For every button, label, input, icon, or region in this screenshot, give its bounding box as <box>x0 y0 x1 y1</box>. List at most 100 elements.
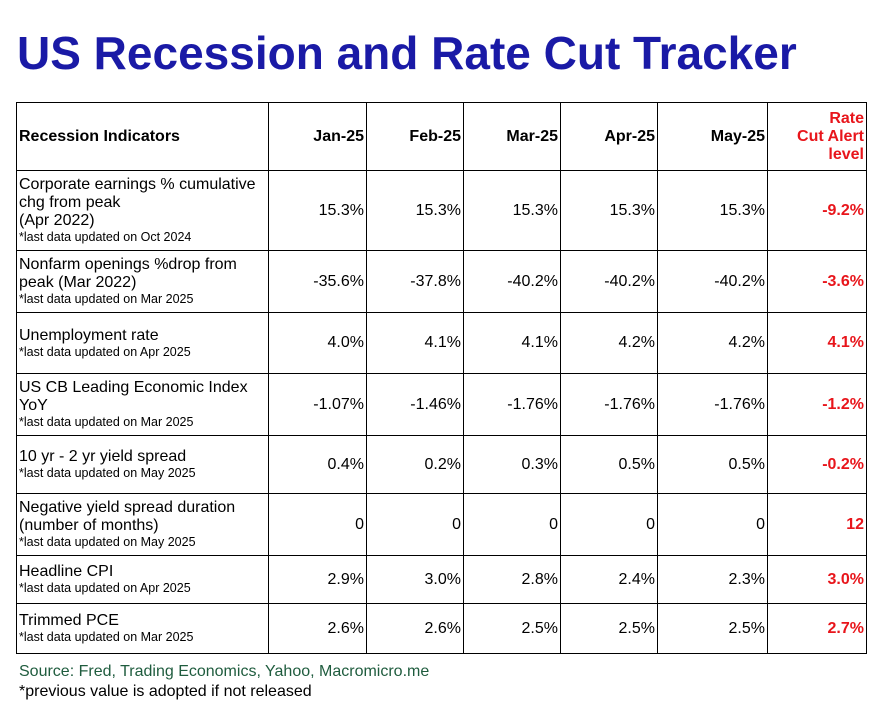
monthly-value-cell: 4.1% <box>366 312 464 374</box>
last-updated-note: *last data updated on May 2025 <box>19 466 196 480</box>
indicator-name: Negative yield spread duration <box>19 499 236 516</box>
indicator-name: Trimmed PCE <box>19 612 119 629</box>
table-header-row: Recession Indicators Jan-25 Feb-25 Mar-2… <box>16 102 867 171</box>
footnote: *previous value is adopted if not releas… <box>19 683 312 700</box>
table-row: Corporate earnings % cumulative chg from … <box>16 170 867 251</box>
monthly-value-cell: 4.0% <box>268 312 367 374</box>
monthly-value-cell: 3.0% <box>366 555 464 604</box>
last-updated-note: *last data updated on Mar 2025 <box>19 630 194 644</box>
last-updated-note: *last data updated on Mar 2025 <box>19 415 194 429</box>
monthly-value-cell: 2.8% <box>463 555 561 604</box>
table-row: US CB Leading Economic Index YoY *last dat… <box>16 373 867 436</box>
month-column-header: Apr-25 <box>560 102 658 171</box>
source-note: Source: Fred, Trading Economics, Yahoo, … <box>19 663 430 680</box>
alert-level-column-header: Rate Cut Alert level <box>767 102 867 171</box>
alert-level-cell: 3.0% <box>767 555 867 604</box>
indicator-name: (number of months) <box>19 517 159 534</box>
last-updated-note: *last data updated on May 2025 <box>19 535 196 549</box>
indicator-name: 10 yr - 2 yr yield spread <box>19 448 187 465</box>
monthly-value-cell: 0.3% <box>463 435 561 494</box>
monthly-value-cell: -40.2% <box>657 250 768 313</box>
monthly-value-cell: 4.2% <box>560 312 658 374</box>
page-title: US Recession and Rate Cut Tracker <box>17 27 797 79</box>
monthly-value-cell: -1.76% <box>463 373 561 436</box>
table-row: Unemployment rate *last data updated on A… <box>16 312 867 374</box>
monthly-value-cell: 0.5% <box>657 435 768 494</box>
alert-level-cell: 12 <box>767 493 867 556</box>
indicator-label-cell: Nonfarm openings %drop from peak (Mar 202… <box>16 250 269 313</box>
monthly-value-cell: -37.8% <box>366 250 464 313</box>
indicator-label-cell: Negative yield spread duration (number of… <box>16 493 269 556</box>
indicator-label-cell: 10 yr - 2 yr yield spread *last data upda… <box>16 435 269 494</box>
month-column-header: Feb-25 <box>366 102 464 171</box>
indicator-name: Nonfarm openings %drop from <box>19 256 237 273</box>
monthly-value-cell: 2.6% <box>268 603 367 654</box>
indicator-name: Headline CPI <box>19 563 114 580</box>
monthly-value-cell: 2.6% <box>366 603 464 654</box>
monthly-value-cell: 15.3% <box>268 170 367 251</box>
last-updated-note: *last data updated on Mar 2025 <box>19 292 194 306</box>
alert-header-line: Rate <box>829 109 864 127</box>
month-column-header: Jan-25 <box>268 102 367 171</box>
monthly-value-cell: 2.5% <box>560 603 658 654</box>
monthly-value-cell: 4.2% <box>657 312 768 374</box>
last-updated-note: *last data updated on Oct 2024 <box>19 230 192 244</box>
monthly-value-cell: 0 <box>657 493 768 556</box>
indicator-label-cell: US CB Leading Economic Index YoY *last dat… <box>16 373 269 436</box>
monthly-value-cell: -35.6% <box>268 250 367 313</box>
table-row: 10 yr - 2 yr yield spread *last data upda… <box>16 435 867 494</box>
alert-level-cell: 2.7% <box>767 603 867 654</box>
monthly-value-cell: 0.4% <box>268 435 367 494</box>
monthly-value-cell: 0 <box>268 493 367 556</box>
monthly-value-cell: 0 <box>463 493 561 556</box>
month-column-header: May-25 <box>657 102 768 171</box>
last-updated-note: *last data updated on Apr 2025 <box>19 581 191 595</box>
table-row: Trimmed PCE *last data updated on Mar 202… <box>16 603 867 654</box>
monthly-value-cell: 0 <box>366 493 464 556</box>
table-row: Headline CPI *last data updated on Apr 20… <box>16 555 867 604</box>
indicator-name: chg from peak <box>19 194 121 211</box>
alert-level-cell: -1.2% <box>767 373 867 436</box>
indicator-name: peak (Mar 2022) <box>19 274 137 291</box>
indicator-column-header: Recession Indicators <box>16 102 269 171</box>
alert-level-cell: -9.2% <box>767 170 867 251</box>
monthly-value-cell: 15.3% <box>463 170 561 251</box>
indicator-name: Unemployment rate <box>19 326 159 344</box>
monthly-value-cell: 2.9% <box>268 555 367 604</box>
table-row: Negative yield spread duration (number of… <box>16 493 867 556</box>
indicator-name: YoY <box>19 397 48 414</box>
alert-header-line: Cut Alert <box>797 127 864 145</box>
monthly-value-cell: -1.76% <box>657 373 768 436</box>
monthly-value-cell: 2.4% <box>560 555 658 604</box>
indicator-name: US CB Leading Economic Index <box>19 379 248 396</box>
monthly-value-cell: -1.07% <box>268 373 367 436</box>
recession-tracker-table: Recession Indicators Jan-25 Feb-25 Mar-2… <box>16 102 867 654</box>
monthly-value-cell: 15.3% <box>657 170 768 251</box>
month-column-header: Mar-25 <box>463 102 561 171</box>
monthly-value-cell: 2.3% <box>657 555 768 604</box>
monthly-value-cell: 15.3% <box>366 170 464 251</box>
table-row: Nonfarm openings %drop from peak (Mar 202… <box>16 250 867 313</box>
alert-level-cell: -0.2% <box>767 435 867 494</box>
indicator-label-cell: Headline CPI *last data updated on Apr 20… <box>16 555 269 604</box>
alert-level-cell: -3.6% <box>767 250 867 313</box>
last-updated-note: *last data updated on Apr 2025 <box>19 344 191 359</box>
monthly-value-cell: 0.2% <box>366 435 464 494</box>
alert-level-cell: 4.1% <box>767 312 867 374</box>
alert-header-line: level <box>828 145 864 163</box>
indicator-label-cell: Corporate earnings % cumulative chg from … <box>16 170 269 251</box>
monthly-value-cell: 2.5% <box>657 603 768 654</box>
monthly-value-cell: 2.5% <box>463 603 561 654</box>
monthly-value-cell: 0.5% <box>560 435 658 494</box>
monthly-value-cell: -1.76% <box>560 373 658 436</box>
indicator-label-cell: Unemployment rate *last data updated on A… <box>16 312 269 374</box>
monthly-value-cell: 15.3% <box>560 170 658 251</box>
monthly-value-cell: -40.2% <box>463 250 561 313</box>
monthly-value-cell: 0 <box>560 493 658 556</box>
indicator-label-cell: Trimmed PCE *last data updated on Mar 202… <box>16 603 269 654</box>
indicator-name: (Apr 2022) <box>19 212 95 229</box>
monthly-value-cell: -1.46% <box>366 373 464 436</box>
indicator-name: Corporate earnings % cumulative <box>19 176 256 193</box>
monthly-value-cell: 4.1% <box>463 312 561 374</box>
monthly-value-cell: -40.2% <box>560 250 658 313</box>
